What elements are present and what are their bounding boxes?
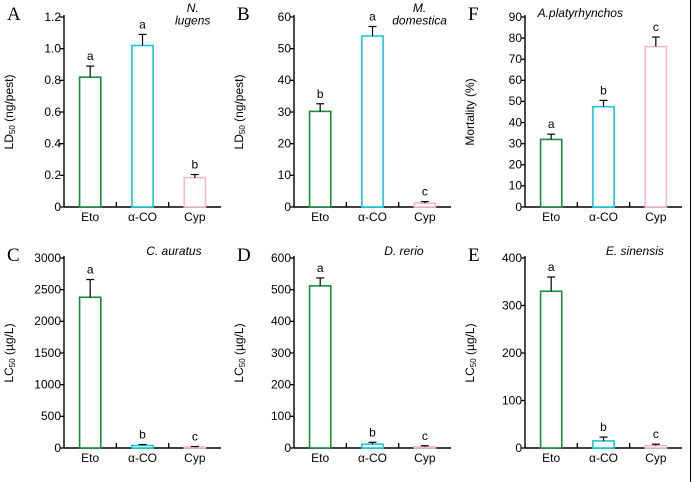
svg-text:A: A: [7, 4, 21, 25]
svg-text:400: 400: [502, 251, 522, 265]
svg-text:a: a: [87, 49, 94, 63]
svg-text:500: 500: [41, 409, 61, 423]
svg-text:LD50 (ng/pest): LD50 (ng/pest): [232, 75, 247, 150]
svg-text:Eto: Eto: [81, 451, 99, 465]
svg-text:α-CO: α-CO: [589, 210, 618, 224]
svg-text:α-CO: α-CO: [358, 210, 387, 224]
svg-text:70: 70: [509, 52, 523, 66]
svg-text:10: 10: [509, 179, 523, 193]
svg-text:LC50 (µg/L): LC50 (µg/L): [463, 323, 478, 382]
svg-text:B: B: [237, 4, 250, 25]
svg-text:LC50 (µg/L): LC50 (µg/L): [2, 323, 17, 382]
svg-text:b: b: [139, 428, 146, 442]
svg-text:c: c: [653, 20, 659, 34]
svg-text:C: C: [7, 245, 20, 266]
svg-text:E. sinensis: E. sinensis: [606, 244, 664, 258]
svg-text:60: 60: [509, 73, 523, 87]
svg-text:100: 100: [502, 393, 522, 407]
svg-text:30: 30: [509, 136, 523, 150]
svg-text:b: b: [369, 425, 376, 439]
svg-text:80: 80: [509, 31, 523, 45]
svg-text:Eto: Eto: [311, 451, 329, 465]
svg-text:0.6: 0.6: [44, 105, 61, 119]
svg-text:100: 100: [271, 409, 291, 423]
svg-text:300: 300: [271, 346, 291, 360]
svg-text:C. auratus: C. auratus: [146, 244, 201, 258]
svg-text:Eto: Eto: [542, 210, 560, 224]
svg-text:b: b: [600, 83, 607, 97]
svg-text:lugens: lugens: [175, 14, 210, 28]
svg-text:20: 20: [509, 158, 523, 172]
svg-text:200: 200: [271, 377, 291, 391]
svg-text:Cyp: Cyp: [414, 210, 436, 224]
svg-text:a: a: [548, 260, 555, 274]
svg-text:0.4: 0.4: [44, 136, 61, 150]
svg-text:Cyp: Cyp: [645, 210, 667, 224]
svg-text:3000: 3000: [34, 251, 61, 265]
svg-text:Eto: Eto: [81, 210, 99, 224]
svg-text:2000: 2000: [34, 314, 61, 328]
svg-text:a: a: [139, 17, 146, 31]
svg-text:LC50 (µg/L): LC50 (µg/L): [232, 323, 247, 382]
svg-text:1.0: 1.0: [44, 41, 61, 55]
svg-text:0: 0: [515, 441, 522, 455]
svg-text:a: a: [317, 261, 324, 275]
svg-text:0: 0: [284, 200, 291, 214]
svg-text:a: a: [369, 10, 376, 24]
svg-text:D. rerio: D. rerio: [384, 244, 424, 258]
svg-text:Eto: Eto: [542, 451, 560, 465]
svg-text:40: 40: [509, 115, 523, 129]
svg-text:0: 0: [54, 200, 61, 214]
svg-text:F: F: [468, 4, 479, 25]
svg-text:0: 0: [284, 441, 291, 455]
svg-text:b: b: [317, 87, 324, 101]
svg-text:b: b: [600, 420, 607, 434]
svg-text:c: c: [192, 430, 198, 444]
svg-text:0.2: 0.2: [44, 168, 61, 182]
svg-text:0: 0: [515, 200, 522, 214]
svg-text:a: a: [548, 117, 555, 131]
svg-text:α-CO: α-CO: [589, 451, 618, 465]
svg-text:10: 10: [278, 168, 292, 182]
svg-text:α-CO: α-CO: [128, 451, 157, 465]
svg-text:400: 400: [271, 314, 291, 328]
svg-text:90: 90: [509, 10, 523, 24]
svg-text:Cyp: Cyp: [645, 451, 667, 465]
svg-text:LD50 (ng/pest): LD50 (ng/pest): [2, 75, 17, 150]
svg-text:600: 600: [271, 251, 291, 265]
svg-text:60: 60: [278, 10, 292, 24]
svg-text:Eto: Eto: [311, 210, 329, 224]
svg-text:2500: 2500: [34, 282, 61, 296]
svg-text:20: 20: [278, 136, 292, 150]
svg-text:Cyp: Cyp: [184, 451, 206, 465]
svg-text:50: 50: [509, 94, 523, 108]
svg-text:Mortality (%): Mortality (%): [463, 78, 477, 145]
svg-text:30: 30: [278, 105, 292, 119]
svg-text:1.2: 1.2: [44, 10, 61, 24]
svg-text:D: D: [237, 245, 251, 266]
svg-text:Cyp: Cyp: [414, 451, 436, 465]
svg-text:1500: 1500: [34, 346, 61, 360]
svg-text:Cyp: Cyp: [184, 210, 206, 224]
svg-text:40: 40: [278, 73, 292, 87]
svg-text:E: E: [468, 245, 480, 266]
svg-text:A.platyrhynchos: A.platyrhynchos: [537, 6, 623, 20]
svg-text:a: a: [87, 263, 94, 277]
svg-text:c: c: [422, 185, 428, 199]
svg-text:200: 200: [502, 346, 522, 360]
svg-text:c: c: [653, 427, 659, 441]
svg-text:domestica: domestica: [392, 14, 447, 28]
svg-text:50: 50: [278, 41, 292, 55]
svg-text:500: 500: [271, 282, 291, 296]
svg-text:0.8: 0.8: [44, 73, 61, 87]
svg-text:300: 300: [502, 298, 522, 312]
svg-text:α-CO: α-CO: [358, 451, 387, 465]
svg-text:b: b: [191, 158, 198, 172]
svg-text:1000: 1000: [34, 377, 61, 391]
svg-text:α-CO: α-CO: [128, 210, 157, 224]
svg-text:0: 0: [54, 441, 61, 455]
svg-text:c: c: [422, 429, 428, 443]
